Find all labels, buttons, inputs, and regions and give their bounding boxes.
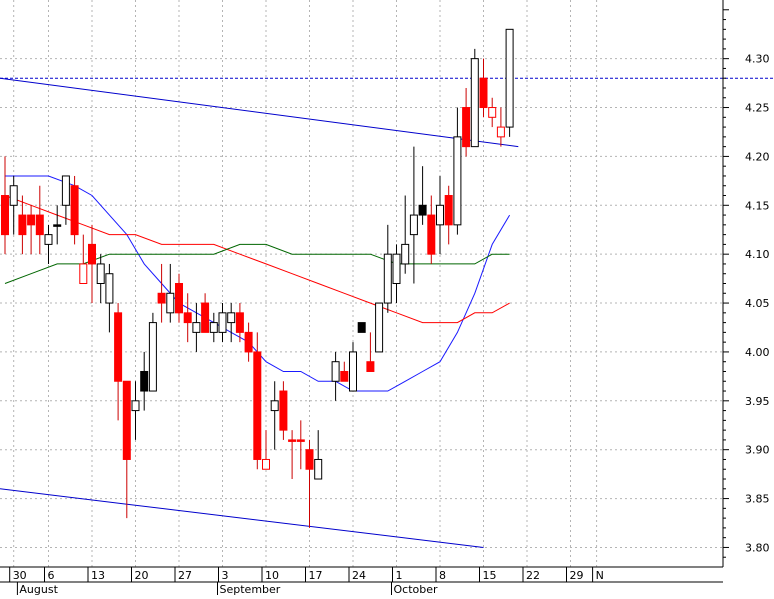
candle-body — [44, 234, 53, 245]
y-tick-label: 3.80 — [745, 541, 770, 554]
candle-body — [444, 195, 453, 226]
candle-body — [131, 400, 140, 412]
candle-body — [314, 458, 323, 480]
candle-body — [479, 77, 488, 109]
x-tick-label: 3 — [222, 569, 229, 582]
candle-body — [409, 214, 418, 236]
candle-body — [148, 322, 157, 392]
x-tick-label: N — [596, 569, 604, 582]
x-tick-label: 15 — [483, 569, 497, 582]
candle-body — [253, 351, 262, 460]
candle-body — [227, 312, 236, 324]
trendline — [0, 77, 519, 148]
month-label: September — [220, 583, 281, 595]
y-tick-label: 4.25 — [745, 102, 770, 115]
x-tick-label: 30 — [13, 569, 27, 582]
candle-body — [488, 107, 497, 118]
candle-body — [61, 175, 70, 206]
y-tick-label: 4.20 — [745, 150, 770, 163]
candle-body — [279, 390, 288, 431]
month-label: October — [394, 583, 438, 595]
y-tick-label: 4.10 — [745, 248, 770, 261]
x-tick-label: 8 — [439, 569, 446, 582]
axis-labels: 3.80 3.85 3.90 3.95 4.00 4.05 4.10 4.15 4.20 4.25… — [13, 53, 770, 596]
candles — [1, 28, 514, 528]
trendline — [0, 488, 484, 548]
candle-body — [157, 292, 166, 304]
candle-body — [453, 136, 462, 226]
x-tick-label: 22 — [526, 569, 540, 582]
candle-body — [418, 204, 427, 216]
candle-body — [366, 361, 375, 372]
candle-body — [305, 449, 314, 470]
candle-body — [270, 400, 279, 412]
x-tick-label: 6 — [48, 569, 55, 582]
candle-body — [349, 351, 357, 392]
candle-body — [96, 263, 105, 284]
candle-body — [122, 380, 131, 460]
candle-body — [357, 322, 366, 333]
candle-body — [262, 458, 270, 470]
candle-body — [105, 273, 114, 304]
candle-body — [383, 253, 392, 304]
axes — [0, 0, 729, 595]
x-tick-label: 20 — [135, 569, 149, 582]
candle-body — [288, 439, 297, 442]
candle-body — [427, 214, 436, 255]
candle-body — [166, 292, 175, 314]
candle-body — [392, 253, 401, 284]
candle-body — [35, 214, 44, 236]
y-tick-label: 4.30 — [745, 53, 770, 66]
y-tick-label: 4.00 — [745, 346, 770, 359]
candle-body — [70, 185, 79, 236]
candle-body — [462, 107, 471, 148]
candle-body — [331, 361, 340, 382]
candle-body — [496, 126, 505, 138]
moving-average-line — [4, 195, 510, 324]
candle-body — [218, 312, 227, 333]
candle-body — [340, 370, 349, 382]
y-tick-label: 3.90 — [745, 444, 770, 457]
candle-body — [79, 263, 88, 284]
candle-body — [27, 214, 36, 226]
y-tick-label: 4.15 — [745, 199, 770, 212]
candle-body — [296, 439, 305, 442]
candle-body — [244, 331, 253, 353]
x-tick-label: 24 — [352, 569, 366, 582]
candle-body — [192, 322, 201, 333]
candle-body — [114, 312, 123, 382]
candle-body — [235, 312, 244, 333]
candle-body — [140, 370, 149, 392]
x-tick-label: 27 — [178, 569, 192, 582]
candle-body — [18, 214, 27, 236]
candle-body — [183, 312, 192, 324]
candle-body — [401, 243, 410, 265]
x-tick-label: 10 — [265, 569, 279, 582]
y-tick-label: 4.05 — [745, 297, 770, 310]
candle-body — [436, 204, 444, 226]
y-tick-label: 3.85 — [745, 493, 770, 506]
candle-body — [1, 195, 9, 236]
y-tick-label: 3.95 — [745, 395, 770, 408]
candle-body — [53, 224, 62, 227]
candle-body — [175, 283, 183, 314]
candle-body — [201, 302, 210, 333]
x-tick-label: 13 — [91, 569, 105, 582]
trendlines — [0, 77, 774, 548]
candle-body — [375, 302, 384, 353]
x-tick-label: 1 — [396, 569, 403, 582]
candle-body — [470, 58, 479, 148]
moving-average-line — [5, 175, 511, 392]
x-tick-label: 29 — [570, 569, 584, 582]
month-label: August — [19, 583, 58, 595]
x-tick-label: 17 — [309, 569, 323, 582]
candle-body — [9, 185, 18, 206]
candle-body — [505, 28, 514, 128]
candle-body — [209, 322, 218, 333]
candle-body — [88, 243, 96, 265]
